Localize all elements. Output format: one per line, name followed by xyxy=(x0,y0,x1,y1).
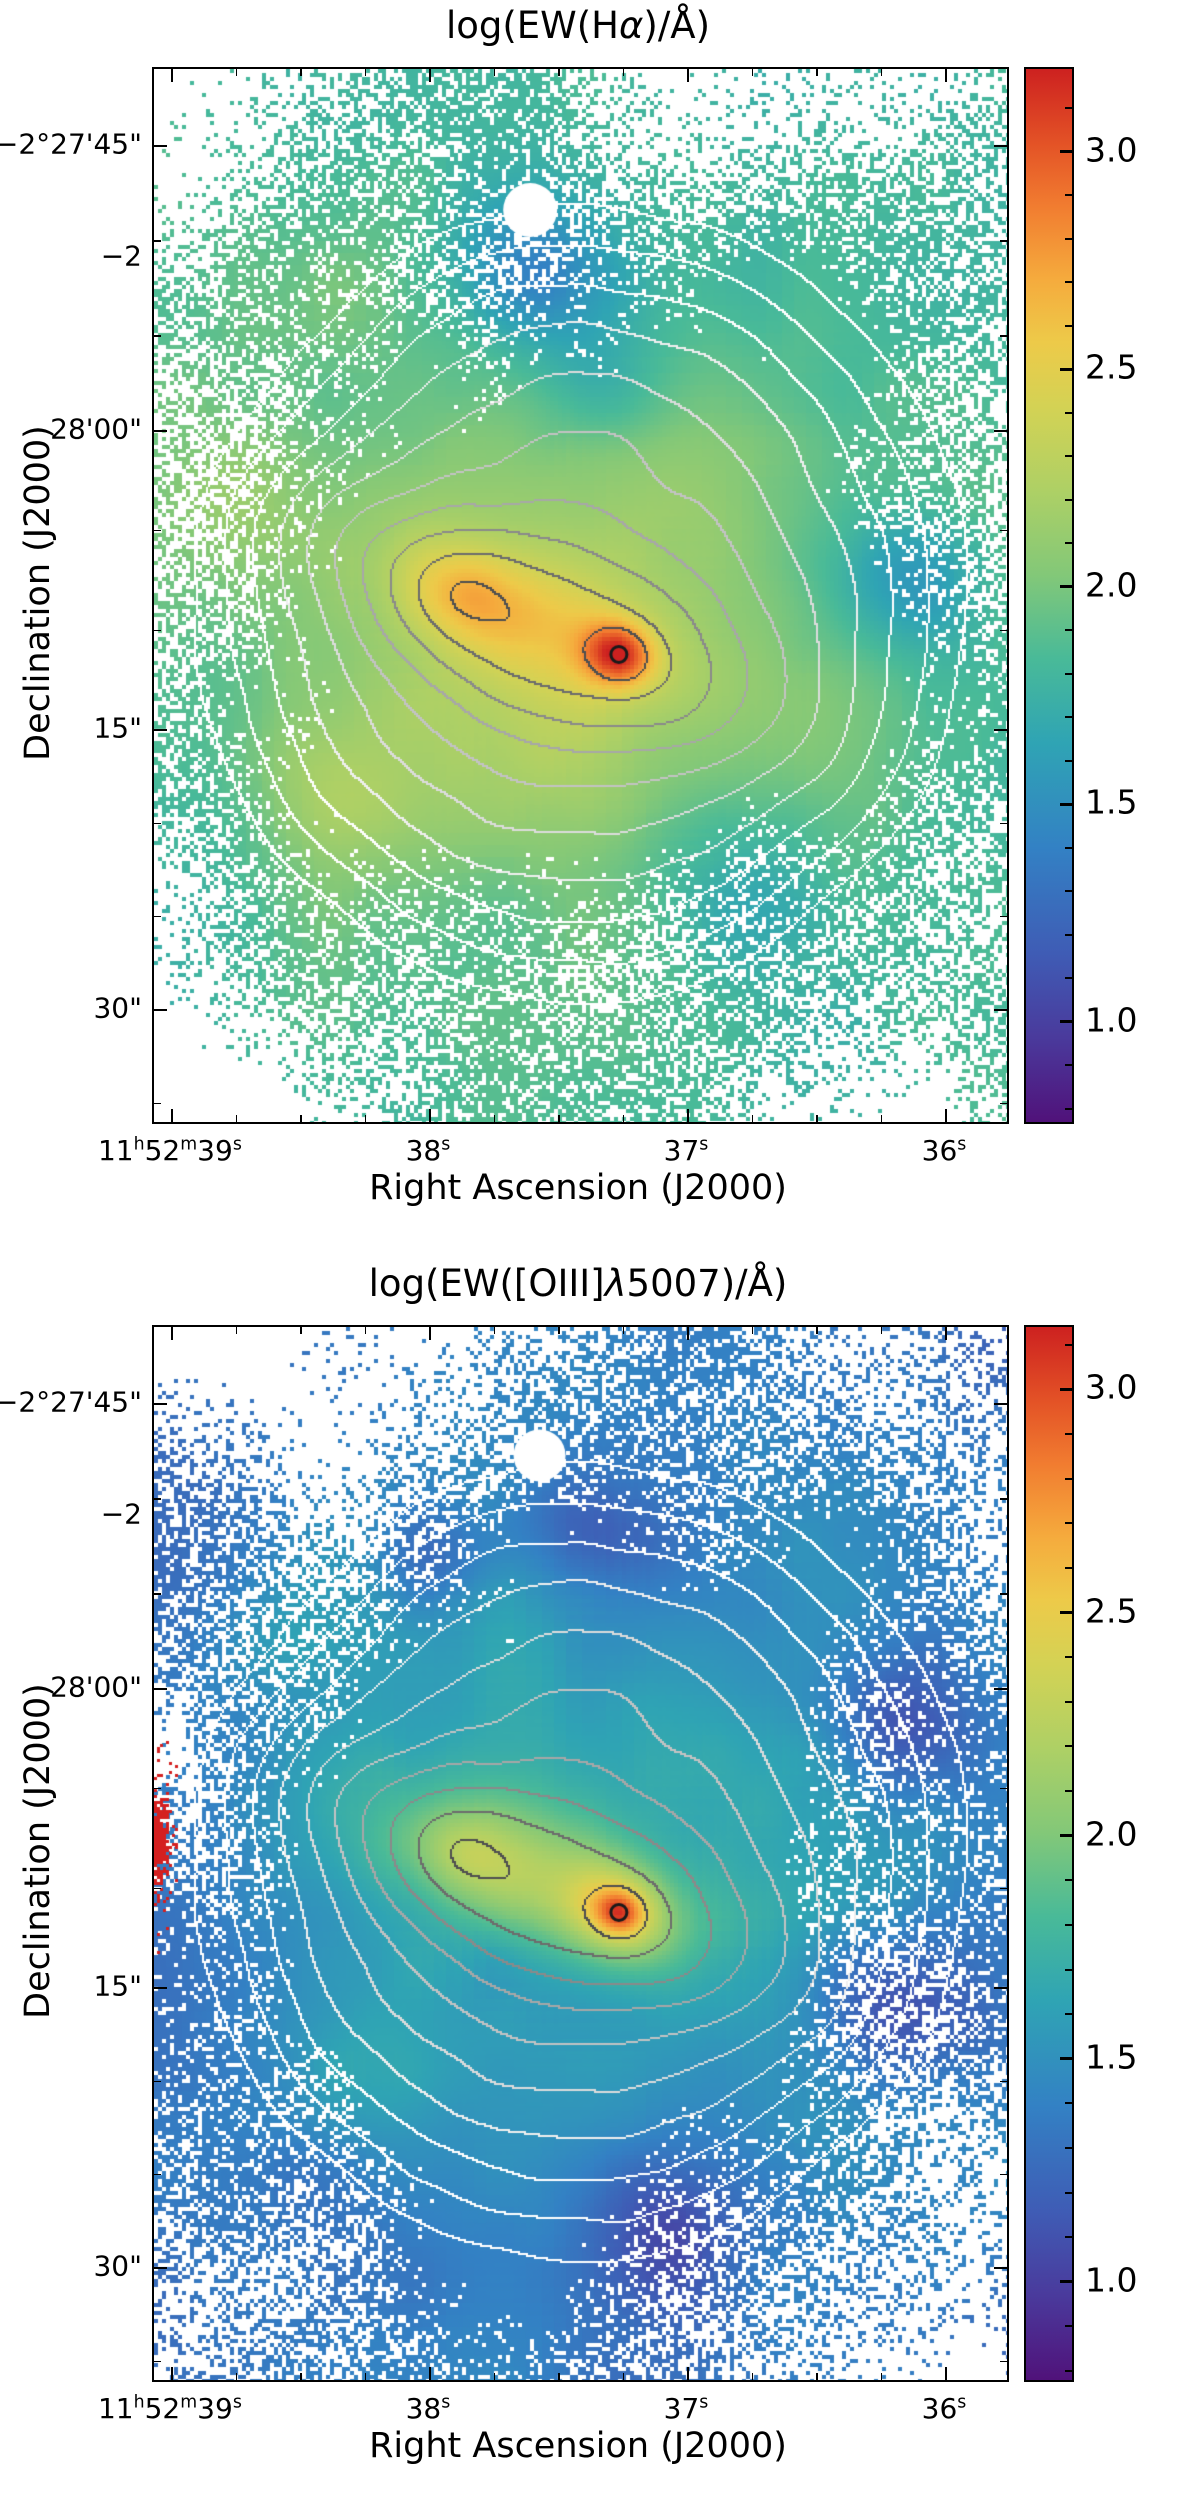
panel-title-oiii: log(EW([OIII]λ5007)/Å) xyxy=(368,1262,788,1305)
x-tick-label: 38s xyxy=(405,2392,451,2425)
y-tick-label: −2°27'45" xyxy=(0,1385,142,1419)
colorbar-minor-tick-mark xyxy=(1065,1107,1072,1110)
x-axis-label: Right Ascension (J2000) xyxy=(369,1168,787,1208)
y-tick-label: 30" xyxy=(93,991,142,1025)
colorbar-minor-tick-mark xyxy=(1065,716,1072,719)
x-tick-label: 11h52m39s xyxy=(97,2392,242,2425)
colorbar-minor-tick-mark xyxy=(1065,237,1072,240)
colorbar-minor-tick-mark xyxy=(1065,281,1072,284)
x-tick-label: 36s xyxy=(921,2392,967,2425)
colorbar-tick-mark xyxy=(1060,585,1072,589)
y-axis-label: Declination (J2000) xyxy=(18,425,58,761)
colorbar-minor-tick-mark xyxy=(1065,1923,1072,1926)
colorbar-minor-tick-mark xyxy=(1065,2146,1072,2149)
colorbar-minor-tick-mark xyxy=(1065,1433,1072,1436)
colorbar-tick-mark xyxy=(1060,1020,1072,1024)
x-axis-label: Right Ascension (J2000) xyxy=(369,2426,787,2466)
colorbar-minor-tick-mark xyxy=(1065,1968,1072,1971)
colorbar-minor-tick-mark xyxy=(1065,2370,1072,2373)
colorbar-tick-mark xyxy=(1060,1834,1072,1838)
colorbar-tick-label: 2.5 xyxy=(1085,1591,1138,1631)
map-plot-halpha xyxy=(152,67,1009,1124)
colorbar-tick-label: 3.0 xyxy=(1085,130,1138,170)
colorbar-minor-tick-mark xyxy=(1065,846,1072,849)
map-plot-oiii xyxy=(152,1325,1009,2382)
colorbar-tick-mark xyxy=(1060,367,1072,371)
colorbar-gradient xyxy=(1026,1327,1072,2380)
y-tick-label: 30" xyxy=(93,2249,142,2283)
colorbar-minor-tick-mark xyxy=(1065,2236,1072,2239)
colorbar-tick-label: 1.5 xyxy=(1085,782,1138,822)
colorbar-minor-tick-mark xyxy=(1065,1477,1072,1480)
colorbar-minor-tick-mark xyxy=(1065,2191,1072,2194)
colorbar-minor-tick-mark xyxy=(1065,107,1072,110)
y-tick-label: 28'00" xyxy=(50,1670,142,1704)
oiii-heatmap-canvas xyxy=(154,1327,1007,2380)
colorbar-minor-tick-mark xyxy=(1065,1064,1072,1067)
colorbar-minor-tick-mark xyxy=(1065,1700,1072,1703)
colorbar-minor-tick-mark xyxy=(1065,2102,1072,2105)
x-tick-label: 37s xyxy=(663,2392,709,2425)
colorbar-minor-tick-mark xyxy=(1065,2013,1072,2016)
colorbar-tick-mark xyxy=(1060,2057,1072,2061)
colorbar-minor-tick-mark xyxy=(1065,977,1072,980)
colorbar-tick-label: 3.0 xyxy=(1085,1367,1138,1407)
y-tick-label: 28'00" xyxy=(50,412,142,446)
colorbar-minor-tick-mark xyxy=(1065,542,1072,545)
colorbar-minor-tick-mark xyxy=(1065,672,1072,675)
colorbar-minor-tick-mark xyxy=(1065,1656,1072,1659)
y-axis-label: Declination (J2000) xyxy=(18,1683,58,2019)
colorbar-tick-label: 2.5 xyxy=(1085,347,1138,387)
colorbar-minor-tick-mark xyxy=(1065,498,1072,501)
colorbar-tick-label: 1.0 xyxy=(1085,2260,1138,2300)
colorbar-minor-tick-mark xyxy=(1065,194,1072,197)
panel-ew-oiii: log(EW([OIII]λ5007)/Å) Declination (J200… xyxy=(0,1258,1200,2498)
colorbar-tick-label: 1.0 xyxy=(1085,1000,1138,1040)
x-tick-label: 36s xyxy=(921,1134,967,1167)
y-tick-label: 15" xyxy=(93,1969,142,2003)
panel-title-halpha: log(EW(Hα)/Å) xyxy=(445,4,711,47)
colorbar-minor-tick-mark xyxy=(1065,1566,1072,1569)
colorbar-minor-tick-mark xyxy=(1065,1790,1072,1793)
colorbar-tick-label: 1.5 xyxy=(1085,2037,1138,2077)
colorbar-tick-mark xyxy=(1060,1387,1072,1391)
colorbar-tick-mark xyxy=(1060,1611,1072,1615)
colorbar-tick-label: 2.0 xyxy=(1085,565,1138,605)
colorbar-tick-mark xyxy=(1060,150,1072,154)
colorbar-halpha xyxy=(1024,67,1074,1124)
colorbar-minor-tick-mark xyxy=(1065,629,1072,632)
colorbar-minor-tick-mark xyxy=(1065,324,1072,327)
colorbar-minor-tick-mark xyxy=(1065,933,1072,936)
x-tick-label: 38s xyxy=(405,1134,451,1167)
colorbar-minor-tick-mark xyxy=(1065,890,1072,893)
y-tick-label: −2°27'45" xyxy=(0,127,142,161)
colorbar-minor-tick-mark xyxy=(1065,1745,1072,1748)
y-tick-label: −2 xyxy=(100,239,142,273)
x-tick-label: 11h52m39s xyxy=(97,1134,242,1167)
y-tick-label: 15" xyxy=(93,711,142,745)
colorbar-minor-tick-mark xyxy=(1065,2325,1072,2328)
colorbar-oiii xyxy=(1024,1325,1074,2382)
colorbar-minor-tick-mark xyxy=(1065,411,1072,414)
colorbar-minor-tick-mark xyxy=(1065,1522,1072,1525)
colorbar-minor-tick-mark xyxy=(1065,455,1072,458)
colorbar-minor-tick-mark xyxy=(1065,759,1072,762)
colorbar-gradient xyxy=(1026,69,1072,1122)
colorbar-minor-tick-mark xyxy=(1065,1343,1072,1346)
colorbar-tick-mark xyxy=(1060,802,1072,806)
panel-ew-halpha: log(EW(Hα)/Å) Declination (J2000) Right … xyxy=(0,0,1200,1240)
colorbar-tick-mark xyxy=(1060,2280,1072,2284)
halpha-heatmap-canvas xyxy=(154,69,1007,1122)
y-tick-label: −2 xyxy=(100,1497,142,1531)
colorbar-tick-label: 2.0 xyxy=(1085,1814,1138,1854)
x-tick-label: 37s xyxy=(663,1134,709,1167)
colorbar-minor-tick-mark xyxy=(1065,1879,1072,1882)
